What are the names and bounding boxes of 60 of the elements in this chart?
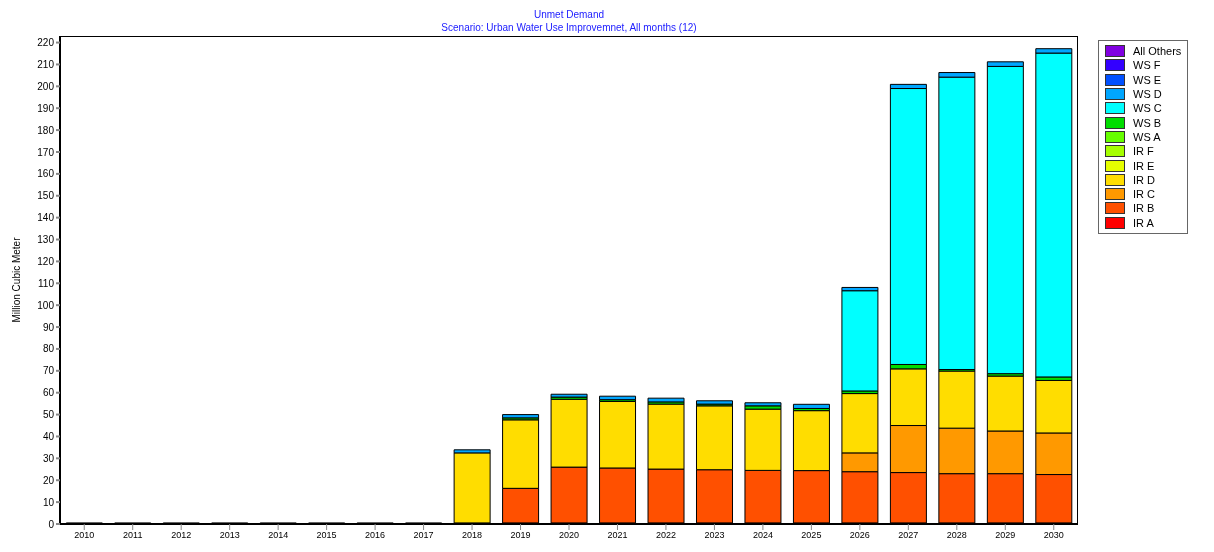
y-tick-label: 120 xyxy=(37,255,55,267)
y-tick-label: 70 xyxy=(42,365,55,377)
legend-label: WS E xyxy=(1133,73,1162,86)
x-tick-label: 2012 xyxy=(171,530,192,541)
x-tick-label: 2013 xyxy=(219,530,240,541)
y-tick-label: 140 xyxy=(37,212,55,224)
chart-subtitle: Scenario: Urban Water Use Improvemnet, All months (12) xyxy=(440,21,698,34)
y-tick-label: 0 xyxy=(48,518,55,530)
y-tick-label: 180 xyxy=(37,124,55,136)
y-tick-label: 50 xyxy=(42,409,55,421)
y-tick-label: 110 xyxy=(38,277,55,289)
x-tick-label: 2027 xyxy=(898,530,919,541)
legend-label: IR F xyxy=(1133,145,1154,158)
x-tick-label: 2030 xyxy=(1043,530,1064,541)
y-tick-label: 10 xyxy=(42,496,55,508)
x-tick-label: 2023 xyxy=(704,530,725,541)
y-tick-label: 60 xyxy=(42,387,55,399)
y-tick-label: 200 xyxy=(37,80,55,92)
y-tick-label: 190 xyxy=(37,102,55,114)
x-tick-label: 2025 xyxy=(801,530,822,541)
x-tick-label: 2014 xyxy=(268,530,289,541)
x-tick-label: 2022 xyxy=(655,530,676,541)
x-tick-label: 2019 xyxy=(510,530,531,541)
legend-label: WS D xyxy=(1133,88,1162,101)
legend-label: IR E xyxy=(1133,159,1155,172)
y-tick-label: 30 xyxy=(42,452,55,464)
legend-label: IR C xyxy=(1133,188,1155,201)
x-tick-label: 2020 xyxy=(558,530,580,541)
y-tick-label: 20 xyxy=(42,474,55,486)
x-tick-label: 2024 xyxy=(752,530,773,541)
y-tick-label: 90 xyxy=(42,321,55,333)
y-tick-label: 80 xyxy=(42,343,55,355)
y-tick-label: 210 xyxy=(37,59,55,70)
y-tick-label: 150 xyxy=(37,190,55,202)
legend-label: WS A xyxy=(1133,130,1161,143)
legend-label: WS C xyxy=(1133,102,1162,115)
legend-label: IR A xyxy=(1133,216,1154,229)
x-tick-label: 2018 xyxy=(462,530,483,541)
chart-title: Unmet Demand xyxy=(533,8,605,21)
y-tick-label: 170 xyxy=(37,146,55,158)
x-tick-label: 2016 xyxy=(365,530,386,541)
y-tick-label: 100 xyxy=(37,299,55,311)
x-tick-label: 2017 xyxy=(413,530,434,541)
x-tick-label: 2010 xyxy=(74,530,95,541)
legend-label: IR D xyxy=(1133,173,1155,186)
x-tick-label: 2015 xyxy=(316,530,337,541)
x-tick-label: 2011 xyxy=(123,530,143,541)
x-tick-label: 2028 xyxy=(946,530,967,541)
y-tick-label: 220 xyxy=(37,37,55,49)
legend-label: WS F xyxy=(1133,59,1161,72)
y-tick-label: 130 xyxy=(37,234,55,246)
x-tick-label: 2021 xyxy=(607,530,628,541)
y-tick-label: 160 xyxy=(37,168,55,180)
x-tick-label: 2029 xyxy=(995,530,1016,541)
x-tick-label: 2026 xyxy=(849,530,870,541)
legend-label: IR B xyxy=(1133,202,1155,215)
y-tick-label: 40 xyxy=(42,431,55,443)
legend-label: WS B xyxy=(1133,116,1162,129)
y-axis-title: Million Cubic Meter xyxy=(10,236,22,323)
legend-label: All Others xyxy=(1133,45,1182,58)
